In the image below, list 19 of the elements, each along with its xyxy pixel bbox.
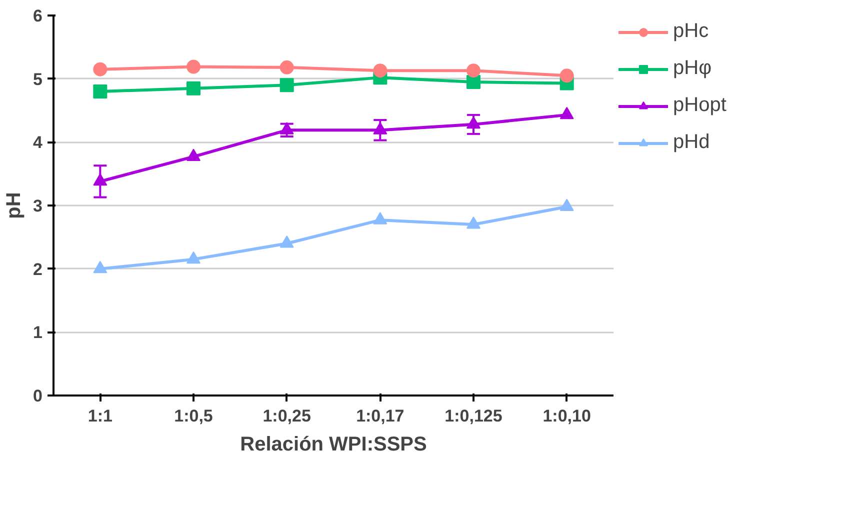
y-tick-label: 3 — [33, 196, 43, 216]
x-axis-title: Relación WPI:SSPS — [240, 434, 427, 456]
y-tick-label: 4 — [33, 133, 44, 152]
y-tick-label: 0 — [33, 386, 43, 406]
legend-label: pHd — [673, 131, 711, 154]
y-tick-label: 1 — [33, 323, 43, 342]
y-tick-label: 5 — [33, 70, 43, 89]
y-tick-label: 6 — [33, 6, 43, 26]
x-tick-label: 1:0,10 — [542, 406, 591, 426]
x-tick-label: 1:0,17 — [356, 406, 404, 426]
x-tick-label: 1:0,5 — [174, 406, 213, 426]
legend-label: pHφ — [673, 57, 713, 80]
x-tick-label: 1:1 — [88, 406, 112, 426]
x-tick-label: 1:0,125 — [444, 406, 502, 426]
legend-label: pHopt — [673, 94, 728, 117]
y-axis-title: pH — [3, 192, 26, 219]
y-tick-label: 2 — [33, 260, 43, 279]
x-tick-label: 1:0,25 — [262, 406, 311, 426]
legend-label: pHc — [673, 20, 710, 43]
